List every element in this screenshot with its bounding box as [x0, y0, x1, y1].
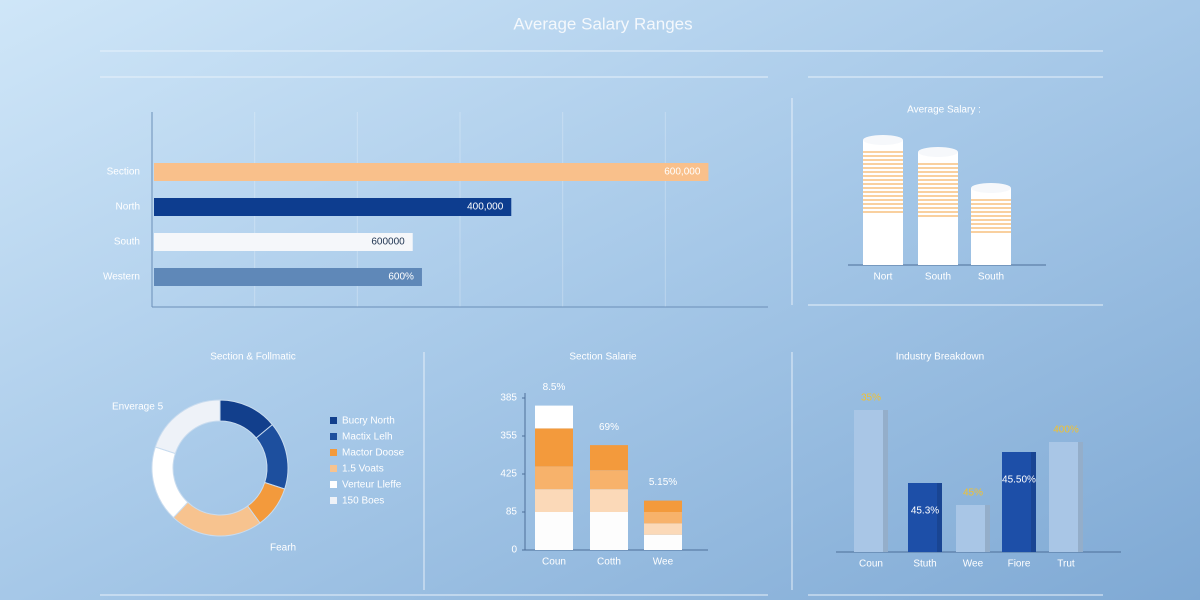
category-label: South [114, 237, 140, 248]
bar [956, 505, 990, 552]
bar-side [985, 505, 990, 552]
chart-title: Section & Follmatic [210, 352, 296, 363]
bar [1002, 452, 1036, 552]
bar-segment [535, 512, 573, 550]
category-label: Section [107, 167, 140, 178]
bar-label: 600000 [371, 237, 405, 248]
category-label: Trut [1057, 559, 1075, 570]
bar-segment [590, 470, 628, 490]
category-label: Stuth [913, 559, 936, 570]
bar-segment [590, 489, 628, 512]
legend-swatch [330, 481, 337, 488]
legend-label: 1.5 Voats [342, 464, 384, 475]
bar-label: 8.5% [543, 382, 566, 393]
cylinder-top [971, 183, 1011, 193]
legend-label: Mactor Doose [342, 448, 405, 459]
annotation: Enverage 5 [112, 402, 164, 413]
bar-label: 600% [388, 272, 414, 283]
legend-label: Mactix Lelh [342, 432, 393, 443]
bar-side [883, 410, 888, 552]
cylinder [971, 188, 1011, 265]
bar [154, 163, 709, 181]
category-label: Coun [859, 559, 883, 570]
y-tick-label: 355 [500, 431, 517, 442]
cylinder [863, 140, 903, 265]
bar-label: 600,000 [664, 167, 701, 178]
bar-segment [535, 428, 573, 467]
bar-segment [535, 405, 573, 429]
chart-title: Section Salarie [569, 352, 637, 363]
bar [154, 268, 422, 286]
bar [854, 410, 888, 552]
legend-swatch [330, 417, 337, 424]
category-label: Coun [542, 557, 566, 568]
bar-segment [590, 512, 628, 550]
y-tick-label: 425 [500, 469, 517, 480]
category-label: South [925, 272, 951, 283]
bar-side [937, 483, 942, 552]
annotation: Fearh [270, 543, 296, 554]
bar-segment [644, 500, 682, 512]
category-label: Fiore [1008, 559, 1031, 570]
category-label: Wee [963, 559, 984, 570]
bar [1049, 442, 1083, 552]
bar-label: 45.50% [1002, 475, 1036, 486]
bar-side [1078, 442, 1083, 552]
cylinder-top [863, 135, 903, 145]
legend-swatch [330, 497, 337, 504]
bar-label: 5.15% [649, 477, 677, 488]
donut-segment [154, 399, 221, 455]
bar-label: 400% [1053, 425, 1079, 436]
bar [154, 198, 512, 216]
category-label: Wee [653, 557, 674, 568]
bar-segment [535, 466, 573, 490]
bar-segment [535, 489, 573, 512]
chart-title: Industry Breakdown [896, 352, 984, 363]
bar-label: 69% [599, 422, 619, 433]
bar [154, 233, 413, 251]
page-title: Average Salary Ranges [513, 14, 692, 33]
y-tick-label: 0 [511, 545, 517, 556]
chart-title: Average Salary : [907, 105, 981, 116]
legend-swatch [330, 433, 337, 440]
legend-swatch [330, 465, 337, 472]
bar-segment [644, 523, 682, 535]
bar-segment [590, 445, 628, 471]
category-label: North [116, 202, 140, 213]
category-label: Cotth [597, 557, 621, 568]
bar-label: 45% [963, 488, 983, 499]
y-tick-label: 385 [500, 393, 517, 404]
legend-label: Bucry North [342, 416, 395, 427]
bar-segment [644, 534, 682, 550]
category-label: South [978, 272, 1004, 283]
category-label: Western [103, 272, 140, 283]
category-label: Nort [874, 272, 893, 283]
bar-label: 35% [861, 393, 881, 404]
bar-label: 400,000 [467, 202, 504, 213]
legend-swatch [330, 449, 337, 456]
legend-label: Verteur Lleffe [342, 480, 402, 491]
bar [908, 483, 942, 552]
legend-label: 150 Boes [342, 496, 384, 507]
bar-side [1031, 452, 1036, 552]
bar-label: 45.3% [911, 506, 939, 517]
cylinder-top [918, 147, 958, 157]
bar-segment [644, 512, 682, 524]
y-tick-label: 85 [506, 507, 518, 518]
